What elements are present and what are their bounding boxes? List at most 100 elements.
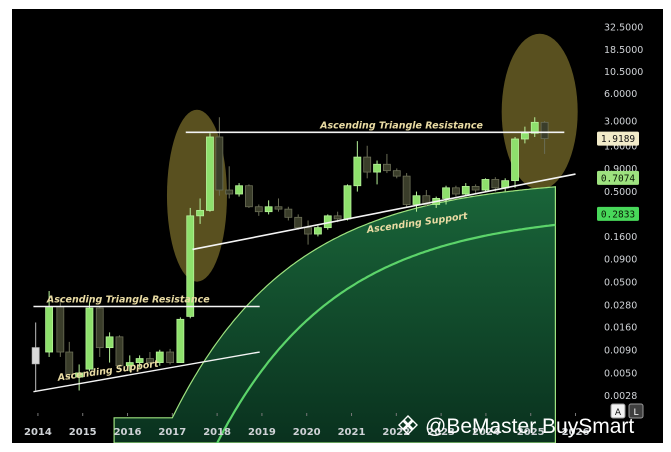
candle-body [530, 121, 539, 134]
candle [115, 335, 124, 370]
price-badge: 0.7074 [597, 170, 639, 185]
candle-body [511, 138, 519, 182]
price-badge-bg [597, 131, 639, 146]
candle-body [264, 206, 273, 213]
y-tick-label: 0.0160 [604, 323, 637, 334]
x-tick-label: 2014 [24, 427, 52, 438]
x-tick-label: 2025 [517, 427, 545, 438]
candle-body [402, 175, 411, 205]
candle [245, 184, 253, 208]
candle [186, 207, 195, 319]
y-tick-label: 0.0900 [604, 255, 637, 266]
candle [206, 133, 214, 212]
watermark-text: @BeMaster BuySmart [425, 415, 634, 438]
candle-body [206, 136, 214, 211]
candle-body [314, 227, 322, 235]
x-tick-label: 2026 [562, 427, 590, 438]
candle [461, 183, 470, 196]
candle [392, 168, 401, 179]
y-tick-label: 0.9000 [604, 164, 637, 175]
candle [235, 183, 243, 197]
y-tick-label: 3.0000 [604, 117, 637, 128]
candle [75, 364, 84, 391]
y-tick-label: 10.5000 [604, 67, 643, 78]
candle-body [125, 362, 134, 367]
candle [155, 349, 164, 366]
candle [520, 126, 529, 144]
auto-scale-button[interactable]: A [610, 403, 626, 419]
x-tick-label: 2018 [203, 427, 231, 438]
candle-body [461, 186, 470, 195]
candle [343, 184, 352, 221]
candle-body [304, 227, 312, 235]
candle [530, 117, 539, 137]
candle-body [146, 358, 154, 363]
y-tick-label: 0.0050 [604, 368, 637, 379]
y-tick-label: 0.0280 [604, 301, 637, 312]
price-badge-label: 1.9189 [601, 134, 636, 145]
candle-body [491, 179, 500, 189]
price-badge-label: 0.7074 [601, 173, 636, 184]
breakout-highlight-2017 [166, 109, 227, 282]
candle-body [166, 351, 174, 363]
candle-body [520, 132, 529, 140]
candle [95, 306, 104, 357]
candle-body [65, 351, 74, 375]
candle [215, 117, 224, 196]
y-tick-label: 6.0000 [604, 89, 637, 100]
candle [31, 322, 40, 391]
candle-body [284, 208, 293, 218]
candle [383, 153, 391, 174]
candle-body [392, 170, 401, 177]
candle-body [274, 206, 283, 210]
x-tick-label: 2024 [472, 427, 500, 438]
binance-diamond-icon [398, 415, 418, 435]
annotation-upper-resistance: Ascending Triangle Resistance [319, 120, 483, 131]
candle [501, 178, 510, 192]
candle-body [412, 195, 421, 205]
breakout-highlight-2025 [501, 33, 578, 190]
candle-body [56, 306, 65, 353]
candle-body [225, 189, 234, 195]
candle-body [363, 156, 372, 173]
price-chart: 32.5000 18.5000 10.5000 6.0000 3.0000 1.6000 0… [24, 23, 644, 443]
x-tick-label: 2023 [427, 427, 455, 438]
x-tick-label: 2019 [248, 427, 276, 438]
log-scale-button[interactable]: L [628, 403, 644, 419]
candle-body [471, 186, 480, 191]
y-tick-label: 1.6000 [604, 141, 637, 152]
candle [254, 204, 263, 216]
candle-body [186, 215, 195, 317]
y-tick-label: 32.5000 [604, 23, 643, 34]
y-tick-label: 0.5000 [604, 187, 637, 198]
x-tick-label: 2020 [293, 427, 321, 438]
candle [284, 206, 293, 221]
price-badge: 0.2833 [597, 206, 639, 221]
y-tick-label: 0.0500 [604, 278, 637, 289]
support-band-area [113, 186, 556, 443]
candle-body [95, 307, 104, 349]
candle-body [155, 351, 164, 363]
candle-body [452, 187, 460, 195]
candle [166, 348, 174, 365]
candle [105, 332, 114, 363]
candle-body [353, 156, 362, 187]
y-tick-label: 0.1600 [604, 232, 637, 243]
candle-body [422, 195, 431, 205]
candle-body [85, 307, 94, 370]
y-tick-label: 0.0090 [604, 345, 637, 356]
candle-body [45, 306, 54, 353]
candle [274, 198, 283, 212]
price-badge: 1.9189 [597, 131, 639, 146]
watermark: @BeMaster BuySmart [398, 415, 634, 438]
candle [264, 200, 273, 215]
price-badge-bg [597, 170, 639, 185]
candle [314, 225, 322, 237]
chart-panel: 32.5000 18.5000 10.5000 6.0000 3.0000 1.6000 0… [12, 9, 663, 443]
long-term-trend-curve [215, 223, 556, 443]
candle [125, 355, 134, 372]
candle-body [333, 215, 342, 220]
annotation-lower-resistance: Ascending Triangle Resistance [46, 295, 210, 306]
candle [452, 185, 460, 197]
candle-body [481, 179, 490, 191]
